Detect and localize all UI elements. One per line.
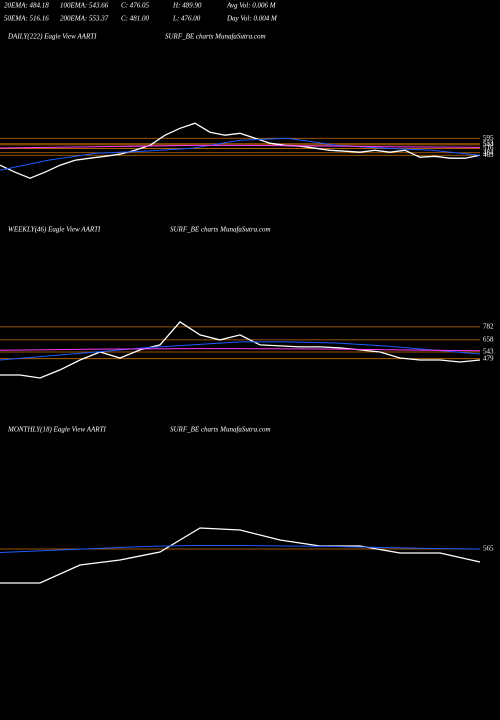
price-line (0, 144, 481, 149)
y-tick-label: 479 (483, 354, 494, 362)
header-text: C: 476.05 (121, 2, 150, 10)
y-tick-label: 465 (483, 151, 494, 159)
header-text: 50EMA: 516.16 (4, 15, 49, 23)
header-text: 20EMA: 484.18 (4, 2, 49, 10)
panel-title: WEEKLY(46) Eagle View AARTI (8, 226, 101, 234)
panel-title: DAILY(222) Eagle View AARTI (7, 33, 97, 41)
y-tick-label: 484 (483, 148, 494, 156)
header-text: 200EMA: 553.37 (60, 15, 109, 23)
y-tick-label: 565 (483, 545, 494, 553)
y-tick-label: 595 (483, 134, 494, 142)
header-text: H: 489.90 (172, 2, 202, 10)
y-tick-label: 516 (483, 144, 494, 152)
header-text: C: 481.00 (121, 15, 150, 23)
panel-subtitle: SURF_BE charts MunafaSutra.com (165, 33, 266, 41)
y-tick-label: 553 (483, 139, 494, 147)
y-tick-label: 782 (483, 322, 494, 330)
y-tick-label: 544 (483, 141, 494, 149)
header-text: Avg Vol: 0.006 M (226, 2, 277, 10)
price-line (0, 341, 481, 361)
price-line (0, 348, 481, 352)
price-line (0, 122, 481, 179)
price-line (0, 321, 481, 379)
panel-subtitle: SURF_BE charts MunafaSutra.com (170, 426, 271, 434)
price-line (0, 545, 481, 553)
y-tick-label: 658 (483, 336, 494, 344)
price-line (0, 137, 481, 171)
header-text: L: 476.00 (172, 15, 201, 23)
header-text: Day Vol: 0.004 M (226, 15, 278, 23)
panel-subtitle: SURF_BE charts MunafaSutra.com (170, 226, 271, 234)
panel-title: MONTHLY(18) Eagle View AARTI (7, 426, 106, 434)
y-tick-label: 543 (483, 348, 494, 356)
header-text: 100EMA: 543.66 (60, 2, 109, 10)
price-line (0, 527, 481, 584)
